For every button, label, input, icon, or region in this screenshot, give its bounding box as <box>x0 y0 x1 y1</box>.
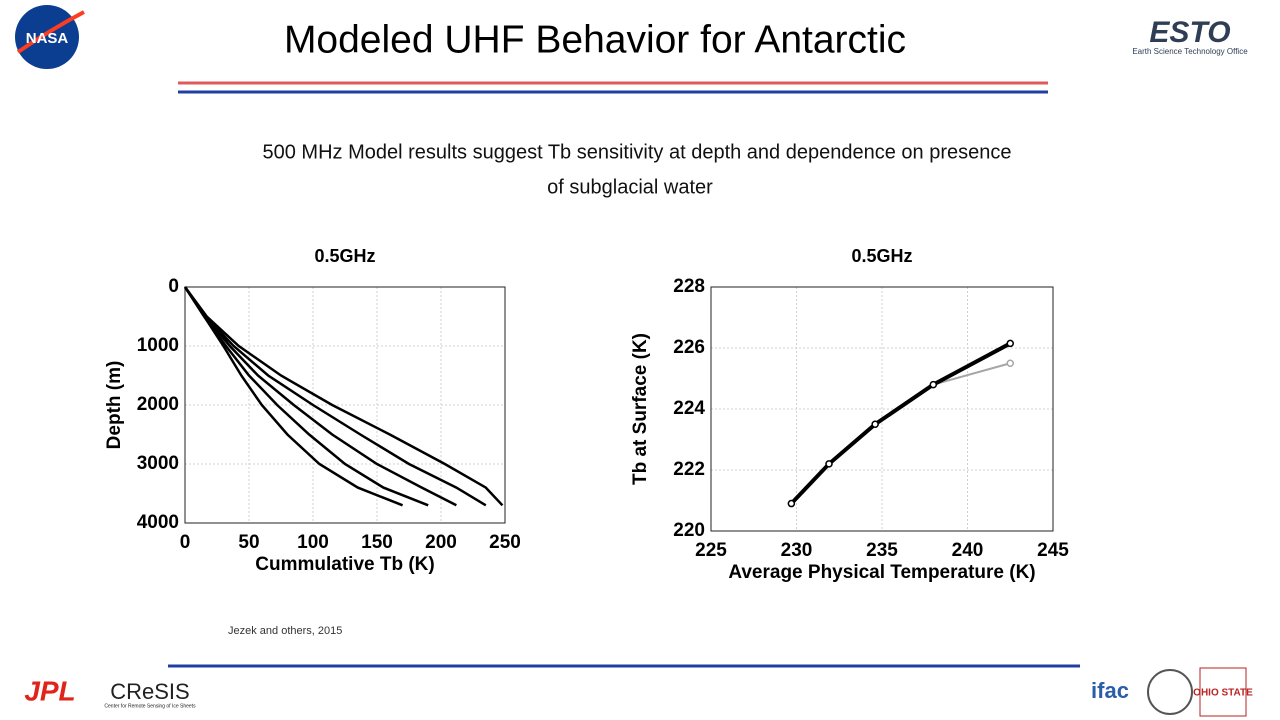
marker <box>1006 339 1014 348</box>
y-axis-label: Depth (m) <box>104 361 125 450</box>
cresis-logo: CReSIS <box>110 679 189 704</box>
plot-frame <box>184 286 506 524</box>
y-tick-label: 228 <box>673 276 705 297</box>
series-line <box>183 286 457 507</box>
x-tick-label: 240 <box>952 540 984 561</box>
x-axis-label: Cummulative Tb (K) <box>255 554 434 575</box>
y-tick-label: 2000 <box>137 394 179 415</box>
slide-title: Modeled UHF Behavior for Antarctic <box>284 18 906 61</box>
x-tick-label: 100 <box>297 532 329 553</box>
x-tick-label: 250 <box>489 532 521 553</box>
citation: Jezek and others, 2015 <box>228 625 342 637</box>
marker <box>1006 359 1014 367</box>
subtitle: 500 MHz Model results suggest Tb sensiti… <box>263 141 1012 163</box>
marker <box>825 460 833 468</box>
ifac-logo: ifac <box>1091 678 1129 703</box>
x-tick-label: 50 <box>238 532 259 553</box>
chart-title: 0.5GHz <box>851 246 912 266</box>
series-line <box>790 362 1011 505</box>
x-axis-label: Average Physical Temperature (K) <box>728 562 1035 583</box>
x-tick-label: 200 <box>425 532 457 553</box>
y-tick-label: 4000 <box>137 512 179 533</box>
y-axis-label: Tb at Surface (K) <box>630 333 651 485</box>
y-tick-label: 222 <box>673 459 705 480</box>
esto-logo: ESTO <box>1149 16 1230 49</box>
y-tick-label: 224 <box>673 398 705 419</box>
nasa-swoosh <box>16 10 85 54</box>
x-tick-label: 150 <box>361 532 393 553</box>
y-tick-label: 220 <box>673 520 705 541</box>
x-tick-label: 0 <box>180 532 191 553</box>
series-line <box>183 286 504 507</box>
y-tick-label: 226 <box>673 337 705 358</box>
osu-text: OHIO STATE <box>1193 688 1253 699</box>
series-line <box>183 286 404 507</box>
series-line <box>789 341 1012 505</box>
y-tick-label: 0 <box>168 276 179 297</box>
seal-logo <box>1147 669 1193 715</box>
plot-frame <box>710 286 1054 532</box>
jpl-logo: JPL <box>24 675 75 706</box>
osu-logo <box>1199 667 1247 717</box>
nasa-logo <box>15 5 79 69</box>
marker <box>871 420 879 428</box>
y-tick-label: 1000 <box>137 335 179 356</box>
marker <box>787 499 796 508</box>
x-tick-label: 230 <box>781 540 813 561</box>
x-tick-label: 245 <box>1037 540 1069 561</box>
series-line <box>183 286 429 507</box>
nasa-text: NASA <box>26 30 69 47</box>
esto-subtext: Earth Science Technology Office <box>1132 47 1248 56</box>
cresis-subtext: Center for Remote Sensing of Ice Sheets <box>104 703 196 709</box>
series-line <box>183 286 487 507</box>
subtitle: of subglacial water <box>547 176 713 198</box>
x-tick-label: 235 <box>866 540 898 561</box>
chart-title: 0.5GHz <box>314 246 375 266</box>
marker <box>929 380 938 389</box>
x-tick-label: 225 <box>695 540 727 561</box>
y-tick-label: 3000 <box>137 453 179 474</box>
